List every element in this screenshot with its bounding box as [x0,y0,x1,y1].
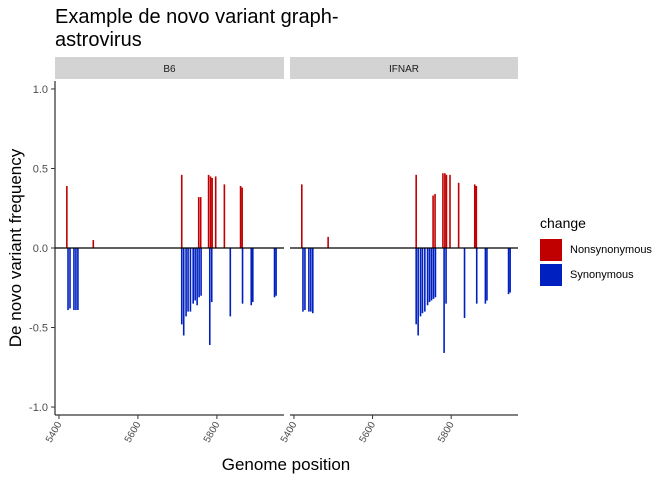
facet-strip [55,57,284,79]
legend-label-synonymous: Synonymous [570,268,634,281]
facet-strip-label: IFNAR [389,64,419,75]
facet-strip-label: B6 [163,64,176,75]
legend-swatch-synonymous [540,263,562,286]
y-tick-label: 0.5 [33,163,48,175]
x-tick-label: 5800 [436,420,457,445]
legend-item-synonymous: Synonymous [540,262,652,287]
legend-swatch-nonsynonymous [540,238,562,261]
chart-title: Example de novo variant graph- astroviru… [55,6,415,52]
facet-strip [290,57,518,79]
legend-title: change [540,215,586,231]
x-tick-label: 5800 [202,420,223,445]
y-axis-title: De novo variant frequency [6,148,25,347]
y-tick-label: -1.0 [29,402,48,414]
x-tick-label: 5400 [44,420,65,445]
chart-title-line: Example de novo variant graph- [55,6,339,28]
y-tick-label: 1.0 [33,84,48,96]
x-tick-label: 5600 [357,420,378,445]
legend-label-nonsynonymous: Nonsynonymous [570,243,652,256]
x-axis-title: Genome position [222,455,351,474]
legend: change Nonsynonymous Synonymous [540,215,652,287]
chart-title-line: astrovirus [55,29,142,51]
x-tick-label: 5400 [279,420,300,445]
legend-item-nonsynonymous: Nonsynonymous [540,237,652,262]
y-tick-label: 0.0 [33,243,48,255]
y-tick-label: -0.5 [29,323,48,335]
x-tick-label: 5600 [123,420,144,445]
